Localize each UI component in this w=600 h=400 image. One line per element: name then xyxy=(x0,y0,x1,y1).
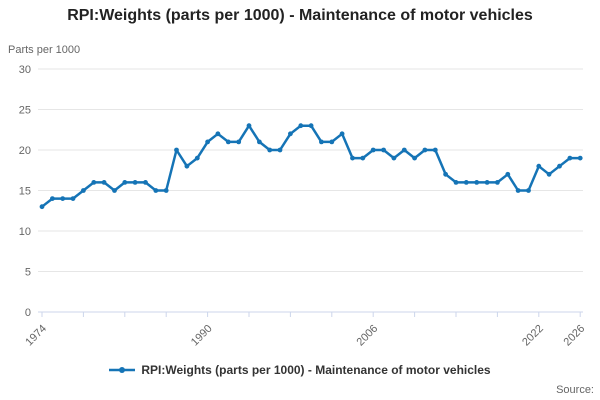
svg-text:2006: 2006 xyxy=(355,323,381,349)
data-point[interactable] xyxy=(505,171,511,177)
data-point[interactable] xyxy=(319,139,324,145)
legend-label: RPI:Weights (parts per 1000) - Maintenan… xyxy=(141,363,491,377)
data-point[interactable] xyxy=(526,188,531,193)
data-point[interactable] xyxy=(70,196,76,202)
data-point[interactable] xyxy=(536,163,542,169)
data-point[interactable] xyxy=(257,139,262,145)
data-point[interactable] xyxy=(153,188,159,193)
x-axis-ticks xyxy=(41,312,581,317)
data-point[interactable] xyxy=(194,155,200,161)
data-point[interactable] xyxy=(339,131,345,137)
svg-text:2022: 2022 xyxy=(520,323,546,349)
legend-line-icon xyxy=(109,367,136,373)
source-label: Source: xyxy=(556,384,594,396)
data-point[interactable] xyxy=(122,180,128,185)
series-markers[interactable] xyxy=(39,123,583,210)
data-point[interactable] xyxy=(474,180,480,185)
data-point[interactable] xyxy=(401,147,407,153)
svg-text:0: 0 xyxy=(25,307,31,319)
data-point[interactable] xyxy=(246,123,252,129)
data-point[interactable] xyxy=(143,180,148,185)
data-point[interactable] xyxy=(50,196,55,202)
x-axis-labels: 1974 1990 2006 2022 2026 xyxy=(23,323,587,349)
legend-item[interactable]: RPI:Weights (parts per 1000) - Maintenan… xyxy=(0,361,600,379)
svg-text:30: 30 xyxy=(19,64,31,76)
data-point[interactable] xyxy=(412,155,417,161)
data-point[interactable] xyxy=(577,155,583,161)
data-point[interactable] xyxy=(495,180,500,185)
data-point[interactable] xyxy=(370,147,376,153)
data-point[interactable] xyxy=(453,180,459,185)
data-point[interactable] xyxy=(288,131,293,137)
data-point[interactable] xyxy=(267,147,273,153)
data-point[interactable] xyxy=(112,188,117,193)
data-point[interactable] xyxy=(132,180,138,185)
data-point[interactable] xyxy=(236,139,242,145)
data-point[interactable] xyxy=(567,155,573,161)
data-point[interactable] xyxy=(174,147,179,153)
series-line xyxy=(40,124,582,208)
data-point[interactable] xyxy=(391,155,397,161)
y-gridlines xyxy=(38,68,583,272)
chart-plot-area: 0 5 10 15 20 25 30 1974 1990 2006 2022 2026 xyxy=(19,64,588,349)
svg-text:20: 20 xyxy=(19,145,31,157)
svg-text:1990: 1990 xyxy=(189,323,215,349)
data-point[interactable] xyxy=(546,171,552,177)
data-point[interactable] xyxy=(443,171,448,177)
svg-text:5: 5 xyxy=(25,267,31,279)
data-point[interactable] xyxy=(381,147,386,153)
data-point[interactable] xyxy=(277,147,283,153)
data-point[interactable] xyxy=(350,155,355,161)
chart-title: RPI:Weights (parts per 1000) - Maintenan… xyxy=(67,7,533,24)
data-point[interactable] xyxy=(432,147,438,153)
data-point[interactable] xyxy=(60,196,66,202)
svg-text:2026: 2026 xyxy=(562,323,588,349)
svg-text:1974: 1974 xyxy=(23,323,49,349)
data-point[interactable] xyxy=(329,139,335,145)
y-axis-labels: 0 5 10 15 20 25 30 xyxy=(19,64,31,319)
data-point[interactable] xyxy=(308,123,314,129)
svg-text:10: 10 xyxy=(19,226,31,238)
data-point[interactable] xyxy=(515,188,521,193)
data-point[interactable] xyxy=(422,147,428,153)
data-point[interactable] xyxy=(101,180,107,185)
data-point[interactable] xyxy=(91,180,97,185)
data-point[interactable] xyxy=(205,139,211,145)
data-point[interactable] xyxy=(225,139,231,145)
svg-text:15: 15 xyxy=(19,186,31,198)
y-axis-unit-label: Parts per 1000 xyxy=(8,44,81,56)
data-point[interactable] xyxy=(81,188,86,193)
data-point[interactable] xyxy=(484,180,490,185)
data-point[interactable] xyxy=(163,188,169,193)
data-point[interactable] xyxy=(298,123,304,129)
svg-text:25: 25 xyxy=(19,105,31,117)
data-point[interactable] xyxy=(184,163,190,169)
data-point[interactable] xyxy=(557,163,562,169)
data-point[interactable] xyxy=(39,204,45,210)
data-point[interactable] xyxy=(360,155,366,161)
data-point[interactable] xyxy=(463,180,469,185)
data-point[interactable] xyxy=(215,131,221,137)
